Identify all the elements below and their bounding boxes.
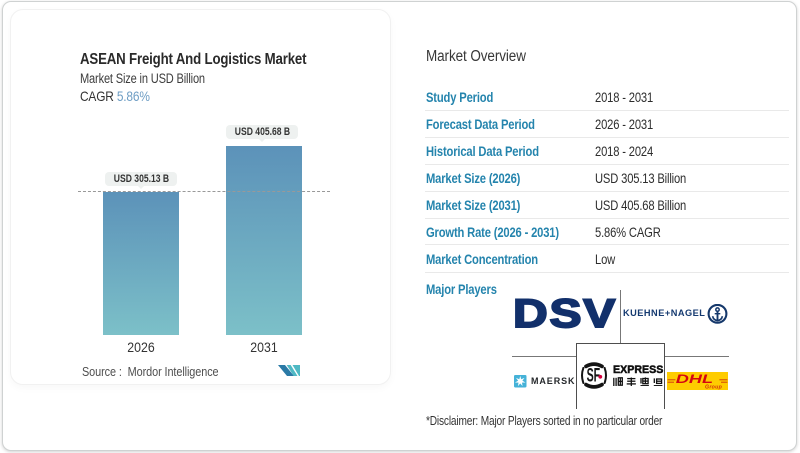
- svg-text:DHL: DHL: [676, 373, 713, 386]
- svg-text:Group: Group: [705, 384, 722, 390]
- svg-text:SF: SF: [587, 365, 601, 386]
